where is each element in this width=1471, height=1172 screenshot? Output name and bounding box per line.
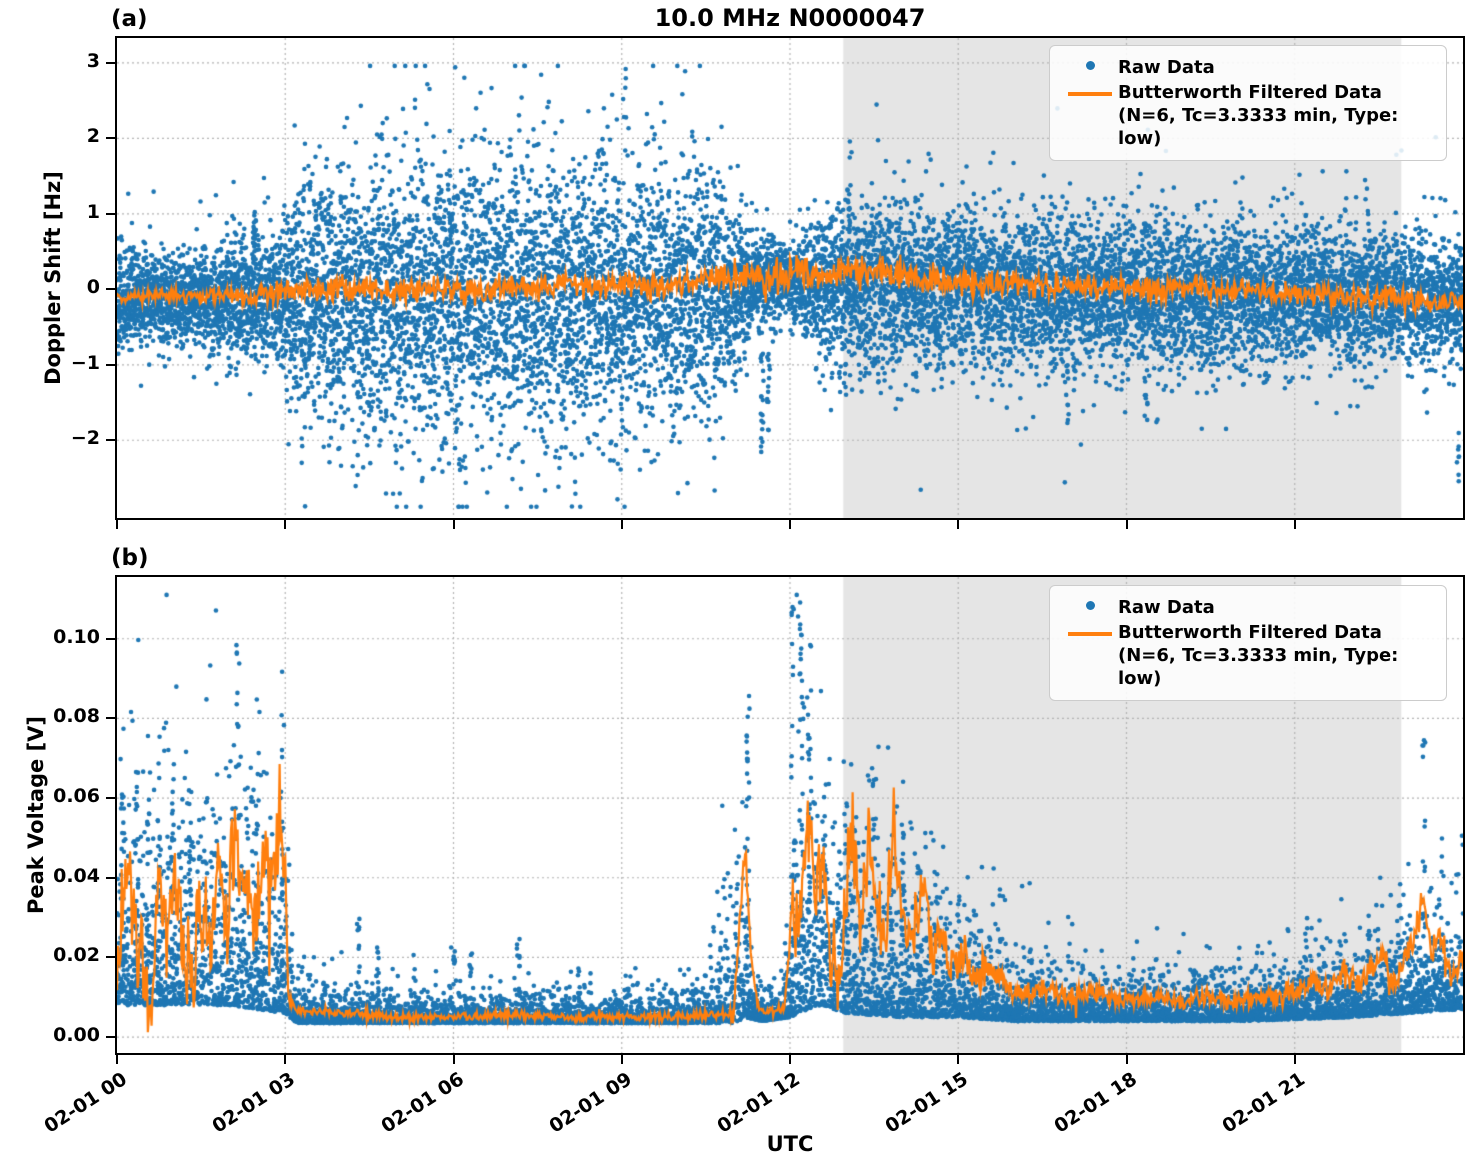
legend-filtered-label: Butterworth Filtered Data [1118, 82, 1382, 104]
legend-filtered-sublabel: (N=6, Tc=3.3333 min, Type: low) [1118, 105, 1399, 150]
legend-raw-entry: Raw Data [1062, 596, 1434, 619]
y-tick [106, 137, 115, 140]
raw-data-dot-icon [1085, 61, 1095, 70]
x-tick [1125, 520, 1128, 529]
legend-filtered-label: Butterworth Filtered Data [1118, 622, 1382, 644]
legend-raw-entry: Raw Data [1062, 56, 1434, 79]
y-tick-label: 0.04 [53, 864, 100, 887]
panel-a-label: (a) [111, 6, 148, 32]
legend-raw-label: Raw Data [1118, 57, 1215, 78]
panel-b-label: (b) [111, 545, 149, 571]
panel-b-legend: Raw Data Butterworth Filtered Data (N=6,… [1049, 585, 1447, 702]
x-tick [284, 1055, 287, 1064]
x-tick-label: 02-01 00 [40, 1068, 131, 1138]
y-tick [106, 1036, 115, 1039]
y-tick [106, 439, 115, 442]
y-tick [106, 61, 115, 64]
y-tick [106, 363, 115, 366]
x-tick [1125, 1055, 1128, 1064]
y-tick-label: −1 [70, 351, 100, 374]
y-tick-label: 0.00 [53, 1024, 100, 1047]
legend-filtered-entry: Butterworth Filtered Data (N=6, Tc=3.333… [1062, 81, 1434, 150]
x-tick [116, 1055, 118, 1064]
y-tick-label: 0 [86, 276, 100, 299]
y-tick [106, 288, 115, 291]
y-tick-label: 1 [86, 200, 100, 223]
y-tick [106, 212, 115, 215]
y-tick-label: 3 [86, 49, 100, 72]
x-tick [957, 1055, 960, 1064]
y-tick [106, 797, 115, 800]
x-tick [1293, 1055, 1296, 1064]
y-tick [106, 637, 115, 640]
y-tick [106, 876, 115, 879]
legend-filtered-entry: Butterworth Filtered Data (N=6, Tc=3.333… [1062, 621, 1434, 690]
chart-title: 10.0 MHz N0000047 [654, 4, 926, 32]
y-tick-label: 0.06 [53, 785, 100, 808]
y-tick-label: 0.02 [53, 944, 100, 967]
x-tick [789, 520, 791, 529]
y-tick [106, 717, 115, 720]
filtered-line-icon [1068, 92, 1112, 97]
x-tick [116, 520, 118, 529]
x-tick [284, 520, 287, 529]
filtered-line-icon [1068, 632, 1112, 637]
y-tick-label: 2 [86, 125, 100, 148]
panel-a-legend: Raw Data Butterworth Filtered Data (N=6,… [1049, 45, 1447, 162]
y-tick [106, 956, 115, 959]
x-tick [620, 520, 623, 529]
y-tick-label: 0.08 [53, 705, 100, 728]
x-axis-title: UTC [766, 1132, 814, 1156]
panel-b-ylabel: Peak Voltage [V] [24, 715, 48, 915]
raw-data-dot-icon [1085, 601, 1095, 610]
x-tick [620, 1055, 623, 1064]
x-tick [957, 520, 960, 529]
x-tick [452, 1055, 455, 1064]
x-tick [1293, 520, 1296, 529]
legend-filtered-sublabel: (N=6, Tc=3.3333 min, Type: low) [1118, 645, 1399, 690]
x-tick [452, 520, 455, 529]
y-tick-label: 0.10 [53, 625, 100, 648]
legend-raw-label: Raw Data [1118, 597, 1215, 618]
x-tick [789, 1055, 791, 1064]
y-tick-label: −2 [70, 427, 100, 450]
